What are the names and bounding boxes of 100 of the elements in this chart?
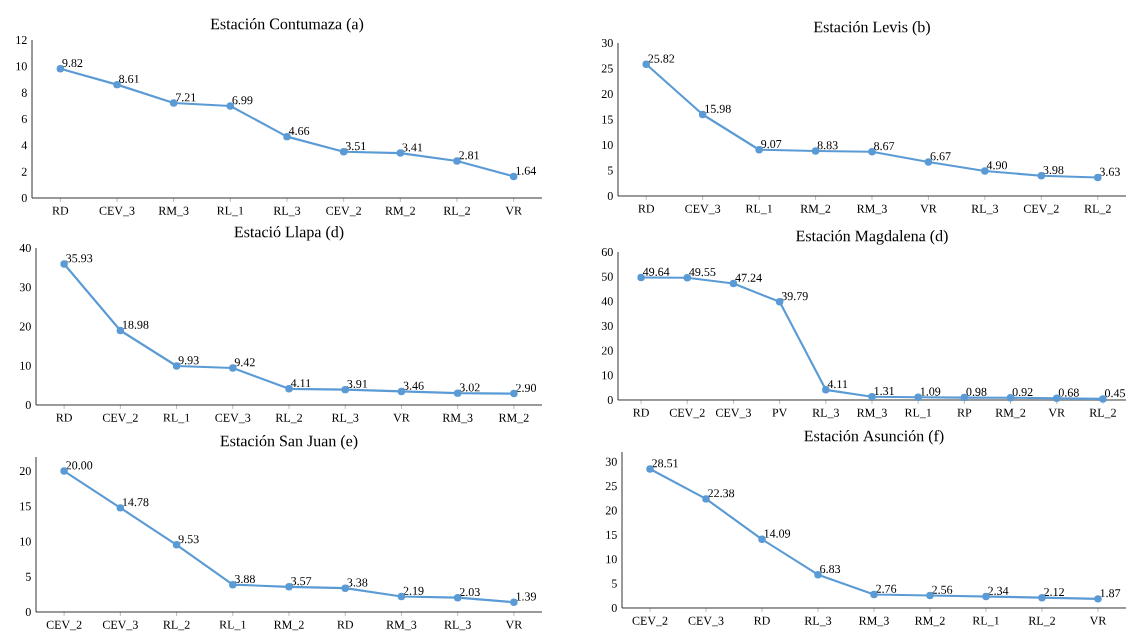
point: [870, 590, 878, 599]
y-tick-label: 6: [21, 114, 27, 124]
x-tick-label: RL_3: [971, 204, 999, 215]
point: [453, 389, 462, 397]
point: [868, 393, 876, 401]
y-tick-label: 0: [25, 400, 31, 410]
y-tick-label: 10: [602, 140, 613, 150]
point: [339, 148, 348, 156]
data-label: 0.92: [1012, 387, 1033, 397]
data-label: 3.98: [1043, 165, 1064, 175]
data-label: 3.63: [1099, 167, 1120, 176]
x-tick-label: RM_2: [995, 408, 1026, 419]
x-tick-label: CEV_2: [102, 413, 138, 424]
data-label: 6.67: [930, 152, 951, 161]
x-tick-label: CEV_2: [632, 616, 668, 627]
x-tick-label: CEV_2: [46, 620, 82, 631]
y-tick-label: 30: [601, 321, 613, 331]
y-tick-label: 20: [19, 467, 31, 476]
point: [914, 393, 922, 402]
data-label: 0.68: [1058, 388, 1079, 397]
y-tick-label: 40: [601, 297, 613, 306]
y-tick-label: 10: [20, 361, 31, 370]
point: [755, 146, 763, 154]
x-tick-label: CEV_3: [215, 413, 251, 424]
x-tick-label: RD: [56, 413, 72, 422]
point: [60, 467, 68, 475]
x-tick-label: RL_3: [812, 408, 840, 419]
x-tick-label: RL_3: [804, 616, 832, 627]
x-tick-label: RP: [957, 408, 972, 417]
y-tick-label: 20: [605, 506, 617, 515]
y-tick-label: 10: [20, 537, 31, 546]
data-label: 1.31: [874, 387, 894, 396]
data-label: 1.87: [1100, 589, 1121, 598]
x-tick-label: RL_1: [904, 408, 932, 419]
y-tick-label: 25: [605, 482, 617, 491]
x-tick-label: CEV_2: [1023, 204, 1059, 215]
x-tick-label: RL_1: [219, 620, 246, 631]
point: [646, 465, 654, 473]
data-label: 3.51: [345, 142, 366, 151]
x-tick-label: RL_1: [163, 413, 190, 424]
point: [283, 132, 291, 141]
data-label: 3.38: [347, 578, 368, 587]
data-label: 9.42: [234, 358, 255, 367]
x-tick-label: VR: [505, 620, 523, 629]
y-tick-label: 10: [602, 371, 613, 380]
x-tick-label: RL_1: [972, 616, 999, 627]
chart-title: Estación Magdalena (d): [796, 230, 948, 245]
point: [510, 598, 518, 606]
y-tick-label: 8: [21, 88, 27, 97]
point: [982, 592, 990, 601]
data-label: 3.91: [347, 379, 368, 389]
y-tick-label: 40: [19, 243, 31, 253]
x-tick-label: CEV_3: [688, 616, 724, 627]
data-label: 49.64: [642, 267, 670, 276]
x-tick-label: RM_2: [800, 204, 831, 215]
data-label: 14.09: [764, 529, 791, 538]
x-tick-label: RM_2: [915, 616, 945, 627]
data-label: 2.34: [988, 586, 1009, 595]
point: [698, 110, 707, 119]
data-label: 22.38: [708, 489, 735, 498]
data-label: 28.51: [652, 459, 678, 468]
point: [814, 570, 822, 579]
point: [868, 148, 876, 156]
x-tick-label: VR: [1089, 616, 1107, 625]
y-tick-label: 60: [601, 247, 613, 257]
x-tick-label: RM_3: [386, 620, 417, 631]
y-tick-label: 5: [611, 579, 617, 588]
data-label: 49.55: [689, 268, 716, 277]
point: [341, 584, 349, 592]
x-tick-label: CEV_3: [99, 206, 135, 217]
x-tick-label: RD: [638, 204, 655, 213]
y-tick-label: 25: [601, 64, 613, 73]
data-label: 3.88: [234, 574, 255, 584]
data-label: 2.90: [516, 383, 537, 392]
x-tick-label: CEV_3: [715, 408, 751, 419]
x-tick-label: VR: [393, 413, 410, 422]
data-label: 4.90: [986, 161, 1008, 170]
x-tick-label: RD: [337, 620, 354, 629]
x-tick-label: RM_2: [274, 620, 304, 631]
data-label: 47.24: [735, 273, 762, 282]
data-label: 9.93: [178, 356, 199, 365]
data-label: 3.57: [291, 577, 312, 586]
data-label: 2.03: [459, 587, 480, 597]
point: [113, 80, 121, 89]
point: [341, 385, 349, 394]
x-tick-label: RD: [754, 616, 770, 625]
point: [509, 172, 518, 181]
data-label: 2.12: [1044, 587, 1064, 597]
y-tick-label: 0: [611, 603, 617, 613]
point: [510, 389, 518, 398]
x-tick-label: RM_3: [857, 408, 887, 419]
chart-title: Estació Llapa (d): [234, 226, 344, 241]
x-tick-label: RL_2: [443, 206, 470, 217]
point: [775, 298, 784, 306]
y-tick-label: 20: [601, 89, 613, 99]
data-label: 0.45: [1104, 389, 1126, 398]
y-tick-label: 10: [606, 555, 617, 564]
x-tick-label: RD: [633, 408, 649, 417]
data-label: 25.82: [648, 54, 675, 63]
x-tick-label: RM_2: [385, 206, 415, 217]
